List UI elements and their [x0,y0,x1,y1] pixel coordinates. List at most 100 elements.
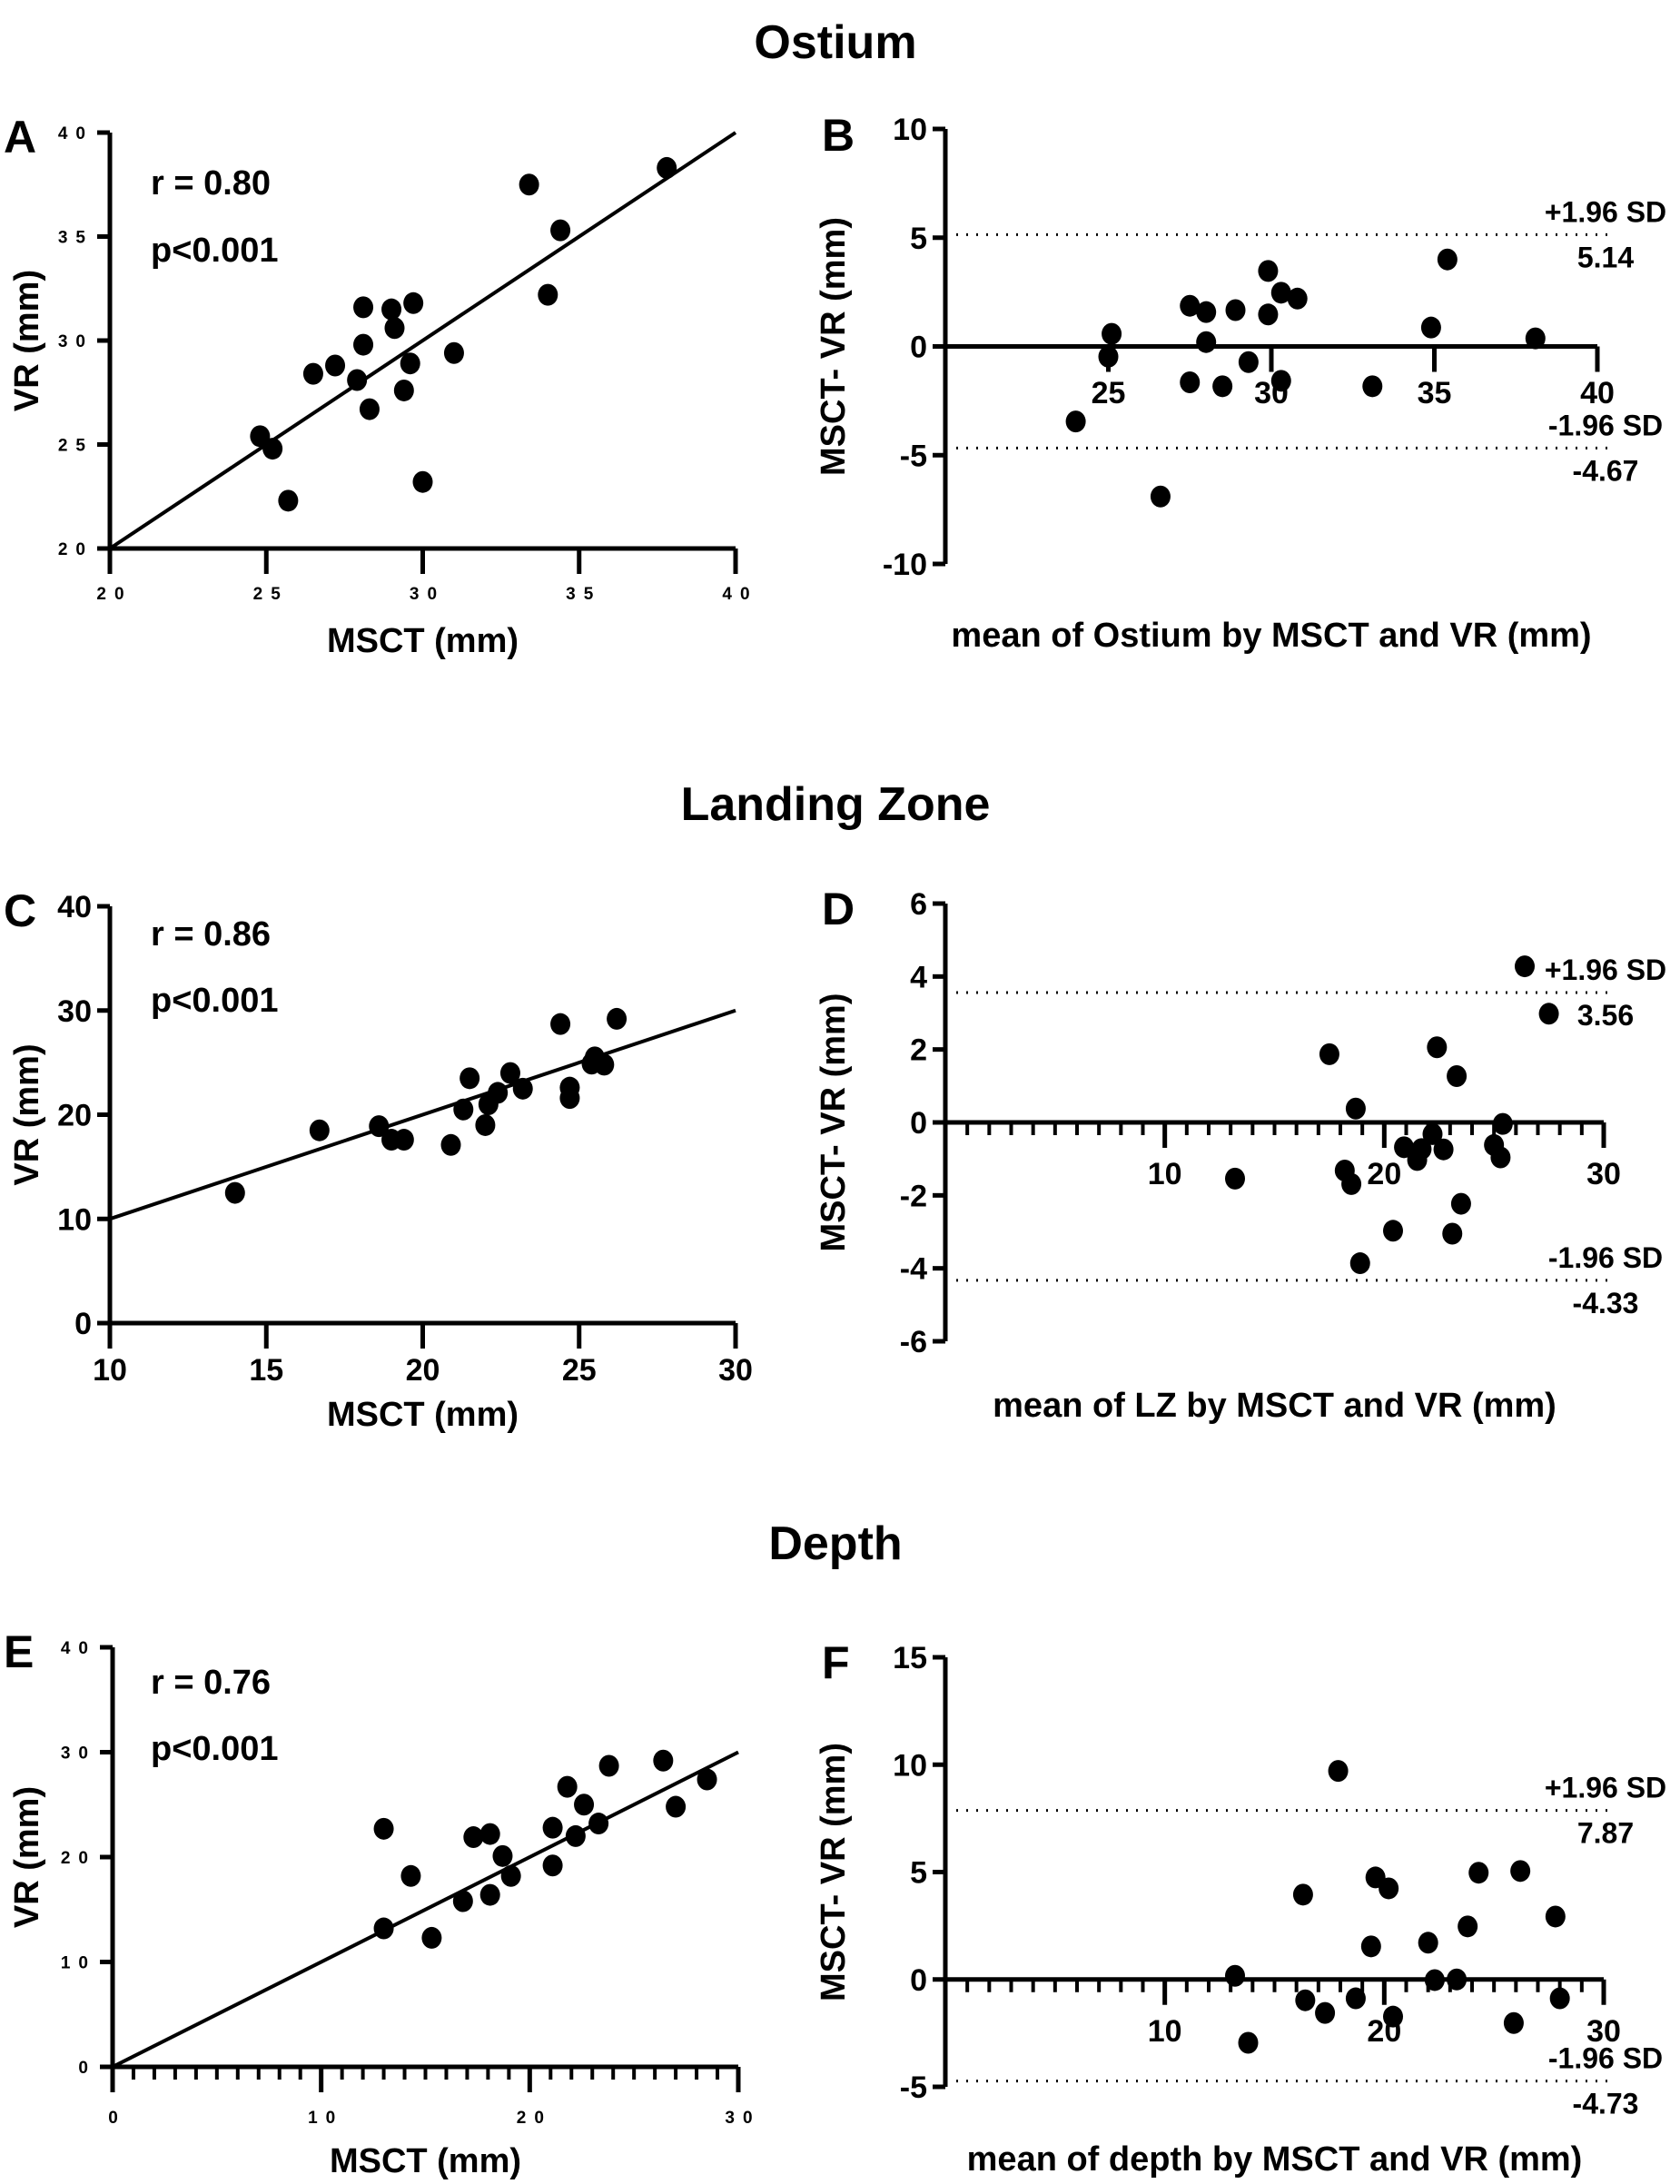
data-point [400,1864,421,1887]
y-tick-label: 25 [58,437,94,456]
data-point [1545,1905,1566,1928]
y-tick-label: 30 [57,994,92,1029]
x-tick-label: 30 [410,585,445,604]
upper-limit-value: 7.87 [1577,1817,1634,1850]
data-point [262,438,283,460]
y-tick-label: 6 [910,887,927,922]
section-title-ostium: Ostium [754,16,916,69]
y-tick-label: 40 [57,890,92,924]
x-tick-label: 20 [96,585,132,604]
data-point [1287,287,1308,310]
x-tick-label: 35 [566,585,601,604]
data-point [1437,248,1458,271]
data-point [574,1794,595,1816]
y-tick-label: 5 [910,222,927,256]
lower-limit-label: -1.96 SD [1548,409,1663,441]
data-point [1490,1146,1511,1169]
panel-a: A 20 25 30 35 40 20 25 30 35 40 MSCT (mm) VR (mm) r =… [4,112,750,660]
x-tick-label: 25 [1092,376,1126,410]
data-point [1295,1989,1316,2011]
data-point [400,352,420,375]
data-point [1212,375,1233,398]
data-point [475,1113,496,1136]
y-tick-label: 0 [910,331,927,365]
data-point [452,1890,473,1912]
data-point [1411,1138,1432,1161]
data-point [1102,322,1122,345]
data-point [421,1926,442,1949]
data-point [657,156,677,179]
data-point [302,362,323,385]
x-tick-label: 30 [1586,2014,1621,2049]
data-point [1292,1883,1313,1906]
data-point [1225,299,1246,321]
data-point [1420,316,1441,339]
x-axis-label: MSCT (mm) [330,2142,521,2180]
data-point [1258,260,1279,282]
data-point [381,298,402,321]
data-point [479,1823,500,1845]
lower-limit-label: -1.96 SD [1548,1241,1663,1274]
data-point [1319,1043,1339,1065]
y-tick-label: 0 [78,2059,96,2078]
data-point [1065,410,1086,433]
data-point [512,1077,533,1100]
data-point [1345,1097,1366,1120]
y-tick-label: -10 [883,548,927,582]
x-tick-label: 40 [1580,376,1615,410]
correlation-r: r = 0.76 [151,1664,271,1702]
y-tick-label: 2 [910,1033,927,1068]
y-tick-label: 20 [58,540,94,559]
data-point [393,1129,414,1151]
data-point [565,1824,586,1847]
data-point [1418,1932,1438,1954]
y-tick-label: 35 [58,229,94,248]
y-axis-label: VR (mm) [8,270,46,411]
data-point [1447,1968,1468,1991]
data-point [1238,351,1259,373]
data-point [353,333,374,356]
data-point [1383,1220,1403,1242]
y-tick-label: 10 [57,1202,92,1237]
y-axis-label: MSCT- VR (mm) [815,1743,853,2001]
data-point [1362,375,1383,398]
data-point [1394,1136,1415,1159]
data-point [1225,1167,1245,1190]
x-axis-label: mean of LZ by MSCT and VR (mm) [993,1387,1556,1425]
data-point [1150,485,1171,508]
data-point [1424,1969,1445,1991]
data-point [1525,327,1546,350]
data-point [492,1844,513,1867]
data-point [1098,345,1119,368]
x-tick-label: 10 [308,2109,343,2128]
x-tick-label: 20 [517,2109,552,2128]
x-tick-label: 25 [253,585,289,604]
data-point [1515,955,1535,978]
y-tick-label: 5 [910,1856,927,1891]
x-axis-label: MSCT (mm) [327,1396,519,1434]
panel-letter: B [822,110,855,161]
x-axis-label: mean of Ostium by MSCT and VR (mm) [951,617,1591,655]
y-axis-label: VR (mm) [8,1786,46,1928]
data-point [384,317,405,340]
panel-letter: A [4,112,36,163]
data-point [542,1854,563,1877]
x-tick-label: 25 [562,1353,597,1388]
data-point [1360,1935,1381,1958]
data-point [1433,1138,1454,1161]
data-point [373,1817,394,1840]
data-point [1379,1877,1399,1900]
upper-limit-label: +1.96 SD [1545,195,1666,228]
data-point [443,341,464,364]
lower-limit-label: -1.96 SD [1548,2042,1663,2075]
data-point [1538,1003,1559,1025]
data-point [403,292,424,314]
x-tick-label: 30 [1586,1157,1621,1191]
y-axis-label: MSCT- VR (mm) [815,217,853,476]
data-point [1447,1064,1468,1087]
x-tick-label: 35 [1418,376,1452,410]
data-point [519,173,539,196]
y-tick-label: 40 [61,1639,96,1658]
data-point [1442,1222,1463,1245]
